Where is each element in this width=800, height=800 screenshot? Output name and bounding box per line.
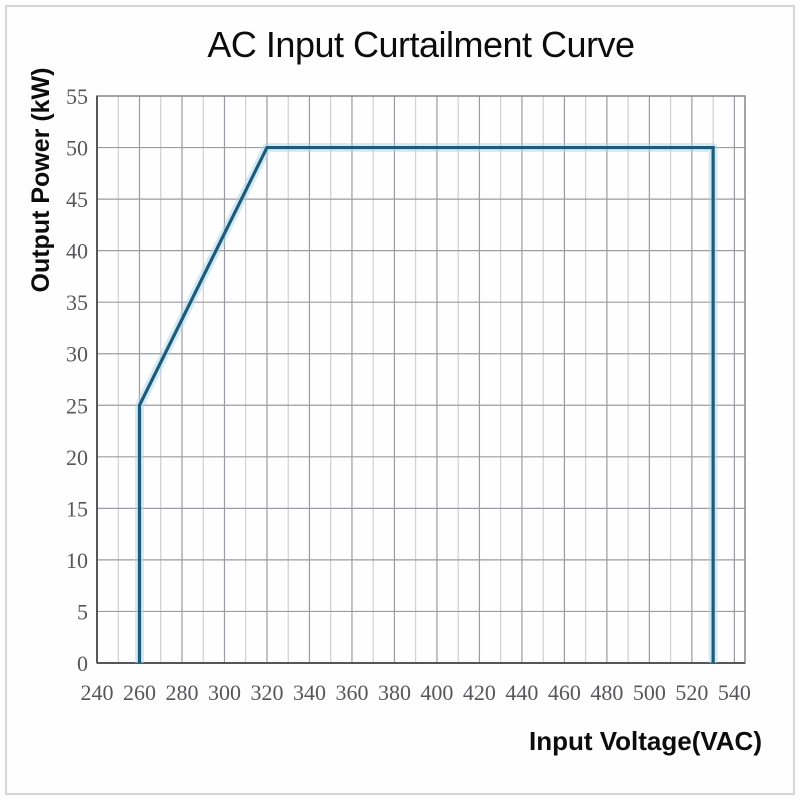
x-axis-title: Input Voltage(VAC): [528, 726, 762, 756]
x-tick-label: 280: [165, 680, 198, 705]
x-tick-label: 460: [548, 680, 581, 705]
x-tick-label: 420: [463, 680, 496, 705]
y-tick-label: 50: [66, 136, 88, 161]
x-tick-label: 400: [420, 680, 453, 705]
y-tick-label: 40: [66, 239, 88, 264]
curtailment-curve: [137, 145, 715, 663]
x-tick-label: 440: [505, 680, 538, 705]
y-tick-label: 10: [66, 548, 88, 573]
plot-border: [96, 95, 746, 664]
chart-title: AC Input Curtailment Curve: [207, 24, 635, 65]
x-tick-label: 520: [675, 680, 708, 705]
x-tick-label: 300: [208, 680, 241, 705]
y-tick-label: 35: [66, 290, 88, 315]
y-tick-label: 20: [66, 445, 88, 470]
x-tick-label: 500: [633, 680, 666, 705]
y-tick-label: 55: [66, 84, 88, 109]
x-tick-label: 540: [718, 680, 751, 705]
x-tick-label: 320: [250, 680, 283, 705]
y-tick-label: 15: [66, 496, 88, 521]
x-tick-label: 480: [590, 680, 623, 705]
y-tick-label: 5: [77, 599, 88, 624]
y-tick-label: 0: [77, 651, 88, 676]
x-tick-label: 380: [378, 680, 411, 705]
x-tick-label: 260: [123, 680, 156, 705]
x-tick-label: 360: [335, 680, 368, 705]
y-tick-label: 30: [66, 342, 88, 367]
x-tick-label: 240: [81, 680, 114, 705]
y-tick-label: 45: [66, 187, 88, 212]
x-tick-label: 340: [293, 680, 326, 705]
y-tick-label: 25: [66, 393, 88, 418]
